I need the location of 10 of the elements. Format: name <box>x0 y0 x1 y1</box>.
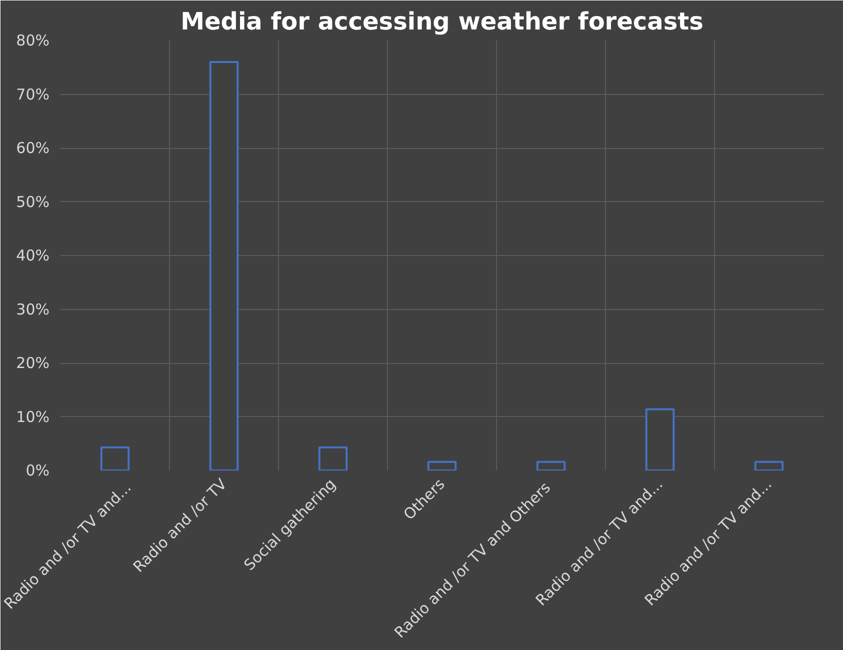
y-tick-label: 60% <box>16 139 50 157</box>
y-tick-label: 40% <box>16 246 50 264</box>
y-tick-label: 30% <box>16 300 50 318</box>
chart-title: Media for accessing weather forecasts <box>180 8 704 36</box>
y-tick-label: 10% <box>16 408 50 426</box>
y-tick-label: 80% <box>16 32 50 50</box>
y-tick-label: 50% <box>16 192 50 211</box>
y-tick-label: 70% <box>16 85 50 104</box>
y-tick-label: 20% <box>16 354 50 372</box>
y-tick-label: 0% <box>26 462 50 480</box>
